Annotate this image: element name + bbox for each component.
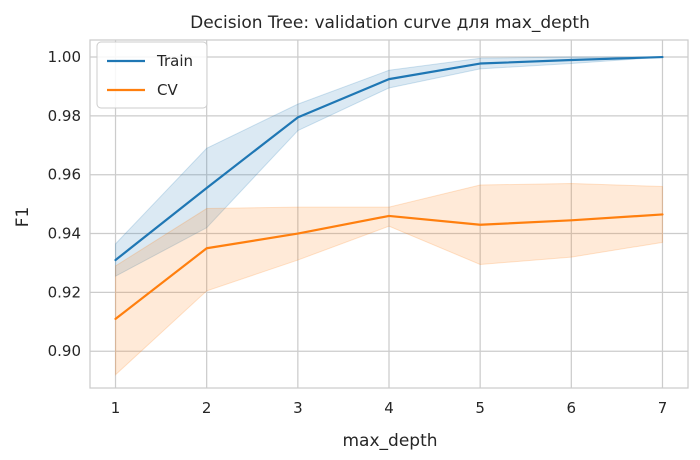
x-tick-label: 2 [202,399,212,417]
plot-frame [89,39,689,389]
series-lines [114,55,664,320]
band-train [115,56,663,278]
x-tick-label: 6 [567,399,577,417]
y-tick-label: 0.94 [48,225,81,243]
legend-label-train: Train [156,52,193,70]
chart-title: Decision Tree: validation curve для max_… [190,13,590,33]
series-line-cv [114,213,664,320]
x-axis-label: max_depth [342,431,437,451]
y-tick-label: 1.00 [48,48,81,66]
legend: Train CV [96,41,208,109]
legend-box [96,41,208,109]
y-tick-label: 0.92 [48,283,81,301]
confidence-bands [115,56,663,376]
x-tick-label: 1 [111,399,121,417]
y-axis-label: F1 [13,207,33,228]
x-tick-label: 7 [658,399,668,417]
legend-label-cv: CV [157,81,178,99]
y-tick-label: 0.90 [48,342,81,360]
x-tick-label: 3 [293,399,303,417]
y-tick-label: 0.96 [48,166,81,184]
x-tick-label: 5 [475,399,485,417]
y-tick-label: 0.98 [48,107,81,125]
x-tick-label: 4 [384,399,394,417]
x-axis-ticks: 1 2 3 4 5 6 7 [111,399,667,417]
band-cv [115,183,663,376]
series-line-train [114,55,664,262]
y-axis-ticks: 0.90 0.92 0.94 0.96 0.98 1.00 [48,48,81,360]
